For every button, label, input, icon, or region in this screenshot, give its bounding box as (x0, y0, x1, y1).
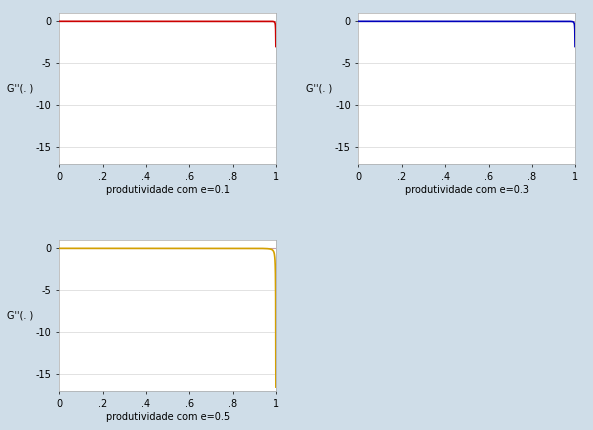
X-axis label: produtividade com e=0.5: produtividade com e=0.5 (106, 412, 229, 422)
X-axis label: produtividade com e=0.1: produtividade com e=0.1 (106, 184, 229, 195)
Y-axis label: G''(. ): G''(. ) (7, 83, 33, 94)
Y-axis label: G''(. ): G''(. ) (306, 83, 332, 94)
X-axis label: produtividade com e=0.3: produtividade com e=0.3 (405, 184, 529, 195)
Y-axis label: G''(. ): G''(. ) (7, 310, 33, 321)
